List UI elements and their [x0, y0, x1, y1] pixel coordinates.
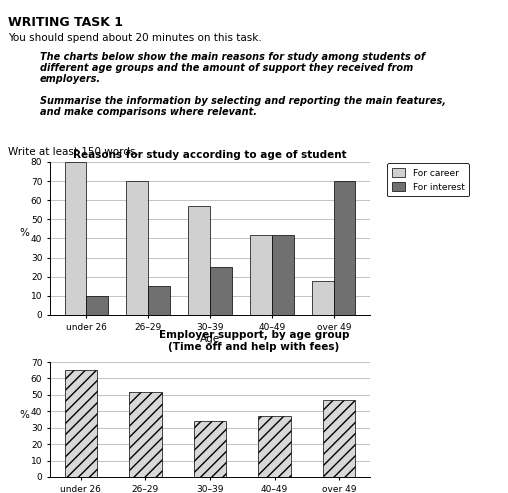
Text: and make comparisons where relevant.: and make comparisons where relevant.: [40, 107, 257, 117]
Text: You should spend about 20 minutes on this task.: You should spend about 20 minutes on thi…: [8, 33, 262, 43]
Text: Summarise the information by selecting and reporting the main features,: Summarise the information by selecting a…: [40, 96, 446, 106]
Bar: [194, 421, 226, 477]
Bar: [323, 400, 356, 477]
Bar: [210, 267, 232, 315]
X-axis label: Age: Age: [200, 334, 220, 345]
Bar: [86, 296, 108, 315]
Text: The charts below show the main reasons for study among students of: The charts below show the main reasons f…: [40, 52, 425, 62]
Y-axis label: %: %: [19, 228, 29, 239]
Bar: [334, 181, 356, 315]
Text: WRITING TASK 1: WRITING TASK 1: [8, 16, 123, 29]
Text: different age groups and the amount of support they received from: different age groups and the amount of s…: [40, 63, 413, 73]
Bar: [272, 235, 294, 315]
Bar: [126, 181, 148, 315]
Text: employers.: employers.: [40, 74, 101, 84]
Legend: For career, For interest: For career, For interest: [387, 164, 469, 196]
Y-axis label: %: %: [19, 410, 29, 420]
Bar: [312, 281, 334, 315]
Bar: [259, 416, 291, 477]
Bar: [65, 162, 86, 315]
Bar: [65, 370, 97, 477]
Text: Write at least 150 words.: Write at least 150 words.: [8, 147, 139, 157]
Text: Employer support, by age group
(Time off and help with fees): Employer support, by age group (Time off…: [158, 330, 350, 352]
Bar: [148, 286, 170, 315]
Bar: [250, 235, 272, 315]
Bar: [129, 391, 162, 477]
Title: Reasons for study according to age of student: Reasons for study according to age of st…: [73, 150, 347, 160]
Bar: [188, 206, 210, 315]
